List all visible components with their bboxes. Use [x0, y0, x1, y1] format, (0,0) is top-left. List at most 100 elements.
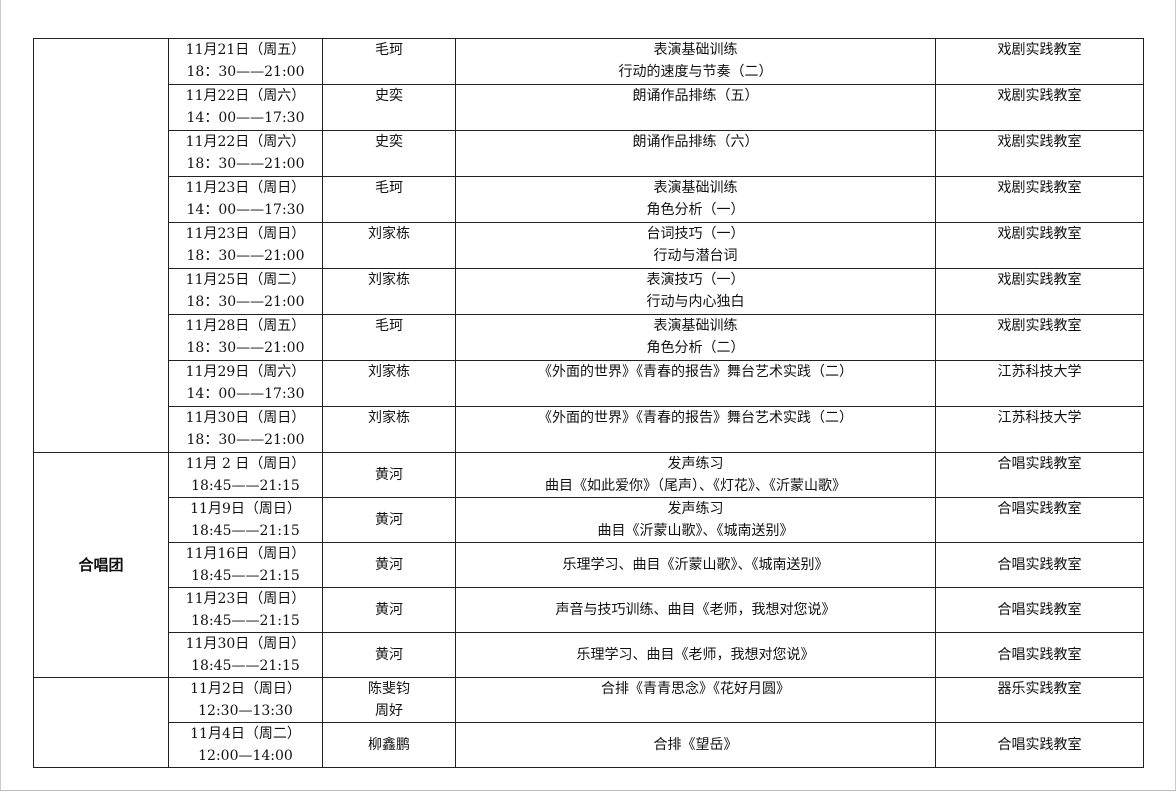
content-cell: 发声练习 曲目《沂蒙山歌》、《城南送别》	[455, 497, 936, 543]
teacher-cell: 黄河	[322, 542, 456, 588]
time: 18:45——21:15	[191, 478, 300, 494]
date-time-cell: 11月2日（周日） 12:30—13:30	[168, 677, 323, 723]
teacher-name: 黄河	[375, 467, 403, 483]
date-time-cell: 11月30日（周日） 18:45——21:15	[168, 632, 323, 678]
table-row: 11月23日（周日） 18:45——21:15 黄河 声音与技巧训练、曲目《老师，我想…	[34, 587, 1144, 633]
table-row: 11月21日（周五） 18：30——21:00 毛珂 表演基础训练 行动的速度与节奏（二…	[33, 38, 1144, 453]
teacher-name: 周好	[375, 703, 403, 719]
content-line: 合排《青青思念》《花好月圆》	[601, 681, 790, 697]
table-row: 11月23日（周日） 18：30——21:00 刘家栋 台词技巧（一） 行动与潜台词 戏剧…	[34, 222, 1144, 269]
location-cell: 合唱实践教室	[935, 632, 1144, 678]
time: 18:45——21:15	[191, 568, 300, 584]
location: 江苏科技大学	[997, 364, 1082, 380]
content-cell: 《外面的世界》《青春的报告》舞台艺术实践（二）	[455, 360, 936, 407]
date: 11月23日（周日）	[185, 226, 306, 242]
teacher-cell: 刘家栋	[322, 406, 456, 453]
time: 18:45——21:15	[191, 523, 300, 539]
date: 11月30日（周日）	[185, 410, 306, 426]
location-cell: 戏剧实践教室	[935, 268, 1144, 315]
location-cell: 合唱实践教室	[935, 542, 1144, 588]
time: 12:00—14:00	[198, 748, 293, 764]
content-line: 乐理学习、曲目《老师，我想对您说》	[576, 647, 815, 663]
teacher-name: 黄河	[375, 557, 403, 573]
teacher-name: 黄河	[375, 647, 403, 663]
location: 戏剧实践教室	[997, 226, 1082, 242]
time: 18:45——21:15	[191, 613, 300, 629]
table-row: 11月4日（周二） 12:00—14:00 柳鑫鹏 合排《望岳》 合唱实践教室	[34, 722, 1144, 768]
group-cell: 合唱团	[33, 452, 169, 678]
content-cell: 表演基础训练 行动的速度与节奏（二）	[455, 38, 936, 85]
location-cell: 合唱实践教室	[935, 587, 1144, 633]
content-line: 角色分析（二）	[646, 340, 745, 356]
date-time-cell: 11月4日（周二） 12:00—14:00	[168, 722, 323, 768]
content-cell: 表演技巧（一） 行动与内心独白	[455, 268, 936, 315]
date: 11月9日（周日）	[190, 501, 301, 517]
date-time-cell: 11月29日（周六） 14：00——17:30	[168, 360, 323, 407]
date: 11月 2 日（周日）	[185, 456, 306, 472]
teacher-cell: 黄河	[322, 632, 456, 678]
location: 戏剧实践教室	[997, 88, 1082, 104]
location: 合唱实践教室	[997, 602, 1082, 618]
date-time-cell: 11月23日（周日） 18:45——21:15	[168, 587, 323, 633]
content-cell: 乐理学习、曲目《沂蒙山歌》、《城南送别》	[455, 542, 936, 588]
content-line: 朗诵作品排练（五）	[632, 88, 759, 104]
location-cell: 戏剧实践教室	[935, 130, 1144, 177]
teacher-name: 刘家栋	[368, 226, 410, 242]
teacher-name: 毛珂	[375, 180, 403, 196]
content-cell: 声音与技巧训练、曲目《老师，我想对您说》	[455, 587, 936, 633]
table-row: 11月25日（周二） 18：30——21:00 刘家栋 表演技巧（一） 行动与内心独白 戏…	[34, 268, 1144, 315]
location-cell: 合唱实践教室	[935, 497, 1144, 543]
time: 18：30——21:00	[186, 248, 305, 264]
content-line: 合排《望岳》	[653, 737, 738, 753]
date-time-cell: 11月22日（周六） 18：30——21:00	[168, 130, 323, 177]
date-time-cell: 11月25日（周二） 18：30——21:00	[168, 268, 323, 315]
content-cell: 表演基础训练 角色分析（一）	[455, 176, 936, 223]
teacher-cell: 史奕	[322, 130, 456, 177]
time: 18：30——21:00	[186, 294, 305, 310]
teacher-name: 黄河	[375, 512, 403, 528]
group-name: 合唱团	[78, 556, 124, 574]
teacher-name: 史奕	[375, 134, 403, 150]
location-cell: 江苏科技大学	[935, 406, 1144, 453]
content-cell: 乐理学习、曲目《老师，我想对您说》	[455, 632, 936, 678]
time: 14：00——17:30	[186, 386, 305, 402]
teacher-cell: 黄河	[322, 452, 456, 498]
location-cell: 器乐实践教室	[935, 677, 1144, 723]
date-time-cell: 11月23日（周日） 14：00——17:30	[168, 176, 323, 223]
teacher-cell: 柳鑫鹏	[322, 722, 456, 768]
content-line: 《外面的世界》《青春的报告》舞台艺术实践（二）	[538, 364, 853, 380]
content-line: 发声练习	[667, 456, 724, 472]
location: 戏剧实践教室	[997, 318, 1082, 334]
table-row: 11月30日（周日） 18:45——21:15 黄河 乐理学习、曲目《老师，我想对您说…	[34, 632, 1144, 678]
date: 11月28日（周五）	[185, 318, 306, 334]
content-line: 行动的速度与节奏（二）	[618, 64, 773, 80]
location: 合唱实践教室	[997, 737, 1082, 753]
content-line: 《外面的世界》《青春的报告》舞台艺术实践（二）	[538, 410, 853, 426]
content-line: 朗诵作品排练（六）	[632, 134, 759, 150]
teacher-cell: 史奕	[322, 84, 456, 131]
content-line: 表演基础训练	[653, 180, 738, 196]
date: 11月22日（周六）	[185, 134, 306, 150]
time: 14：00——17:30	[186, 202, 305, 218]
date-time-cell: 11月9日（周日） 18:45——21:15	[168, 497, 323, 543]
content-line: 台词技巧（一）	[646, 226, 745, 242]
date: 11月30日（周日）	[185, 636, 306, 652]
location: 合唱实践教室	[997, 557, 1082, 573]
teacher-cell: 黄河	[322, 497, 456, 543]
teacher-cell: 刘家栋	[322, 360, 456, 407]
content-cell: 朗诵作品排练（五）	[455, 84, 936, 131]
time: 14：00——17:30	[186, 110, 305, 126]
location: 戏剧实践教室	[997, 134, 1082, 150]
date-time-cell: 11月22日（周六） 14：00——17:30	[168, 84, 323, 131]
teacher-cell: 黄河	[322, 587, 456, 633]
table-row: 11月16日（周日） 18:45——21:15 黄河 乐理学习、曲目《沂蒙山歌》、《城…	[34, 542, 1144, 588]
location-cell: 戏剧实践教室	[935, 176, 1144, 223]
location-cell: 合唱实践教室	[935, 722, 1144, 768]
teacher-name: 史奕	[375, 88, 403, 104]
content-line: 曲目《沂蒙山歌》、《城南送别》	[597, 523, 794, 539]
teacher-name: 陈斐钧	[368, 681, 410, 697]
teacher-name: 刘家栋	[368, 272, 410, 288]
content-cell: 合排《望岳》	[455, 722, 936, 768]
teacher-cell: 刘家栋	[322, 268, 456, 315]
content-cell: 表演基础训练 角色分析（二）	[455, 314, 936, 361]
